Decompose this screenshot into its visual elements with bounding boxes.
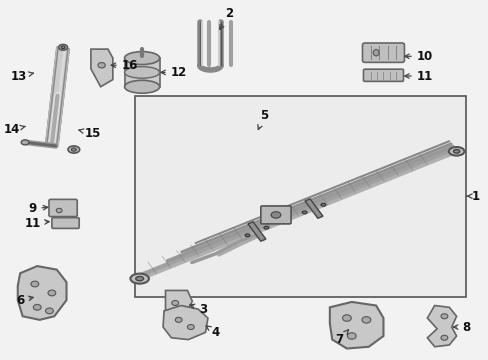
- Text: 9: 9: [28, 202, 48, 215]
- Ellipse shape: [440, 314, 447, 319]
- Ellipse shape: [342, 315, 350, 321]
- Bar: [247, 222, 265, 241]
- Ellipse shape: [45, 308, 53, 314]
- Text: 6: 6: [16, 294, 33, 307]
- Ellipse shape: [124, 51, 159, 64]
- Text: 3: 3: [189, 303, 207, 316]
- Text: 8: 8: [452, 320, 469, 333]
- Ellipse shape: [124, 67, 159, 78]
- Ellipse shape: [171, 301, 178, 306]
- Polygon shape: [18, 266, 66, 320]
- Ellipse shape: [136, 276, 143, 281]
- Ellipse shape: [270, 212, 280, 218]
- Polygon shape: [329, 302, 383, 348]
- Bar: [305, 199, 322, 218]
- Text: 2: 2: [219, 7, 232, 30]
- Ellipse shape: [372, 49, 378, 56]
- Text: 7: 7: [335, 330, 348, 346]
- Ellipse shape: [71, 148, 76, 151]
- FancyBboxPatch shape: [362, 43, 404, 62]
- Text: 1: 1: [466, 190, 479, 203]
- Ellipse shape: [48, 290, 56, 296]
- Ellipse shape: [264, 226, 268, 229]
- FancyBboxPatch shape: [52, 218, 79, 228]
- Ellipse shape: [68, 146, 80, 153]
- Ellipse shape: [56, 208, 62, 213]
- Ellipse shape: [130, 274, 149, 284]
- Text: 4: 4: [205, 325, 219, 339]
- Ellipse shape: [452, 149, 459, 153]
- Bar: [124, 58, 159, 87]
- Ellipse shape: [346, 333, 355, 339]
- Text: 13: 13: [11, 69, 33, 82]
- Polygon shape: [163, 306, 207, 339]
- Polygon shape: [165, 291, 192, 310]
- Ellipse shape: [98, 63, 105, 68]
- Bar: [135, 96, 466, 297]
- Ellipse shape: [61, 46, 65, 49]
- Ellipse shape: [31, 281, 39, 287]
- Text: 14: 14: [3, 123, 25, 136]
- Ellipse shape: [361, 317, 370, 323]
- Text: 16: 16: [111, 59, 138, 72]
- Polygon shape: [91, 49, 113, 87]
- FancyBboxPatch shape: [49, 199, 77, 217]
- Text: 10: 10: [404, 50, 432, 63]
- Text: 11: 11: [404, 69, 432, 82]
- Ellipse shape: [33, 305, 41, 310]
- Polygon shape: [427, 306, 456, 347]
- Ellipse shape: [59, 44, 67, 50]
- Ellipse shape: [320, 203, 325, 206]
- Ellipse shape: [448, 147, 464, 156]
- Ellipse shape: [302, 211, 306, 214]
- Ellipse shape: [21, 140, 29, 145]
- Ellipse shape: [175, 318, 182, 322]
- Text: 12: 12: [161, 66, 186, 79]
- Text: 15: 15: [79, 127, 102, 140]
- Ellipse shape: [440, 335, 447, 340]
- Text: 5: 5: [257, 109, 267, 130]
- Ellipse shape: [124, 80, 159, 93]
- Ellipse shape: [187, 324, 194, 329]
- Text: 11: 11: [24, 216, 49, 230]
- Ellipse shape: [244, 234, 249, 237]
- FancyBboxPatch shape: [260, 206, 290, 224]
- FancyBboxPatch shape: [363, 69, 403, 81]
